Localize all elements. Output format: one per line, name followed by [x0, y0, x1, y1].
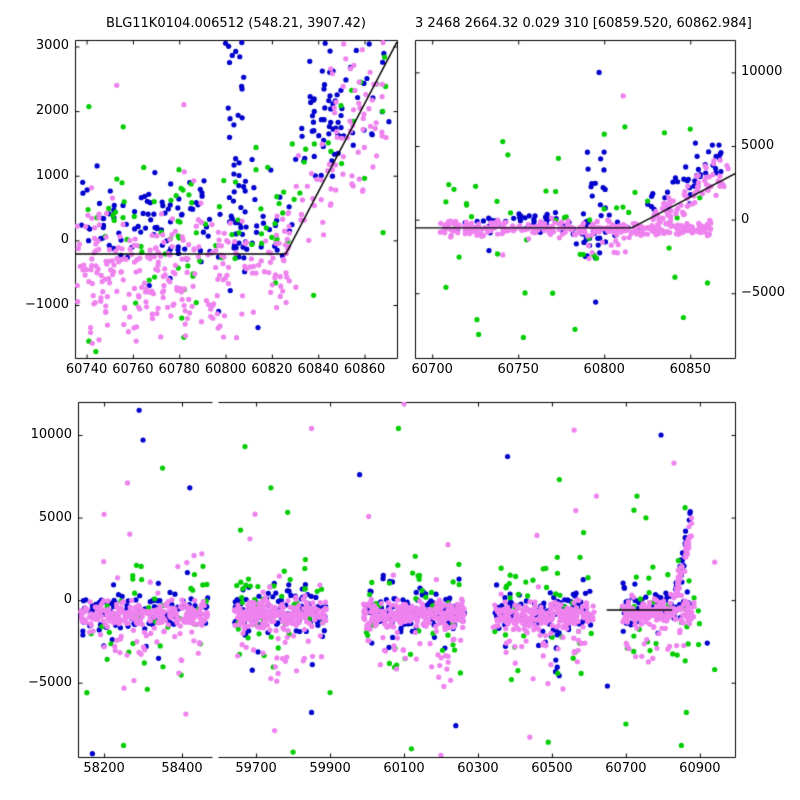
panel-top-right-title: 3 2468 2664.32 0.029 310 [60859.520, 608…: [415, 16, 752, 31]
x-tick-label: 58400: [161, 761, 203, 776]
x-tick-label: 60900: [679, 761, 721, 776]
x-tick-label: 58200: [83, 761, 125, 776]
x-tick-label: 60300: [457, 761, 499, 776]
y-tick-label: −1000: [25, 297, 69, 312]
y-tick-label: 5000: [38, 509, 72, 525]
y-tick-label: 3000: [35, 38, 69, 54]
y-tick-label: 0: [741, 211, 750, 227]
y-tick-label: 1000: [35, 167, 69, 183]
y-tick-label: −5000: [741, 285, 785, 301]
x-tick-label: 60700: [605, 761, 647, 776]
x-tick-label: 60840: [297, 362, 339, 377]
y-tick-label: 0: [60, 232, 69, 248]
x-tick-label: 59700: [235, 761, 277, 776]
x-tick-label: 60740: [65, 362, 108, 377]
x-tick-label: 60800: [583, 362, 625, 377]
panel-top-left-title: BLG11K0104.006512 (548.21, 3907.42): [106, 16, 366, 31]
x-tick-label: 60800: [204, 362, 247, 377]
x-tick-label: 60700: [411, 362, 453, 377]
x-tick-label: 60100: [383, 761, 425, 776]
x-tick-label: 60750: [497, 362, 539, 377]
x-tick-label: 60500: [531, 761, 573, 776]
x-tick-label: 60850: [669, 362, 711, 377]
y-tick-label: 2000: [35, 103, 69, 119]
y-tick-label: 0: [63, 592, 72, 608]
x-tick-label: 60820: [251, 362, 293, 377]
y-tick-label: −5000: [28, 674, 72, 690]
x-tick-label: 60780: [158, 362, 200, 377]
y-tick-label: 10000: [30, 427, 72, 443]
y-tick-label: 5000: [741, 138, 775, 153]
x-tick-label: 60760: [112, 362, 154, 377]
y-tick-label: 10000: [741, 64, 783, 80]
x-tick-label: 60860: [343, 362, 386, 377]
x-tick-label: 59900: [309, 761, 351, 776]
